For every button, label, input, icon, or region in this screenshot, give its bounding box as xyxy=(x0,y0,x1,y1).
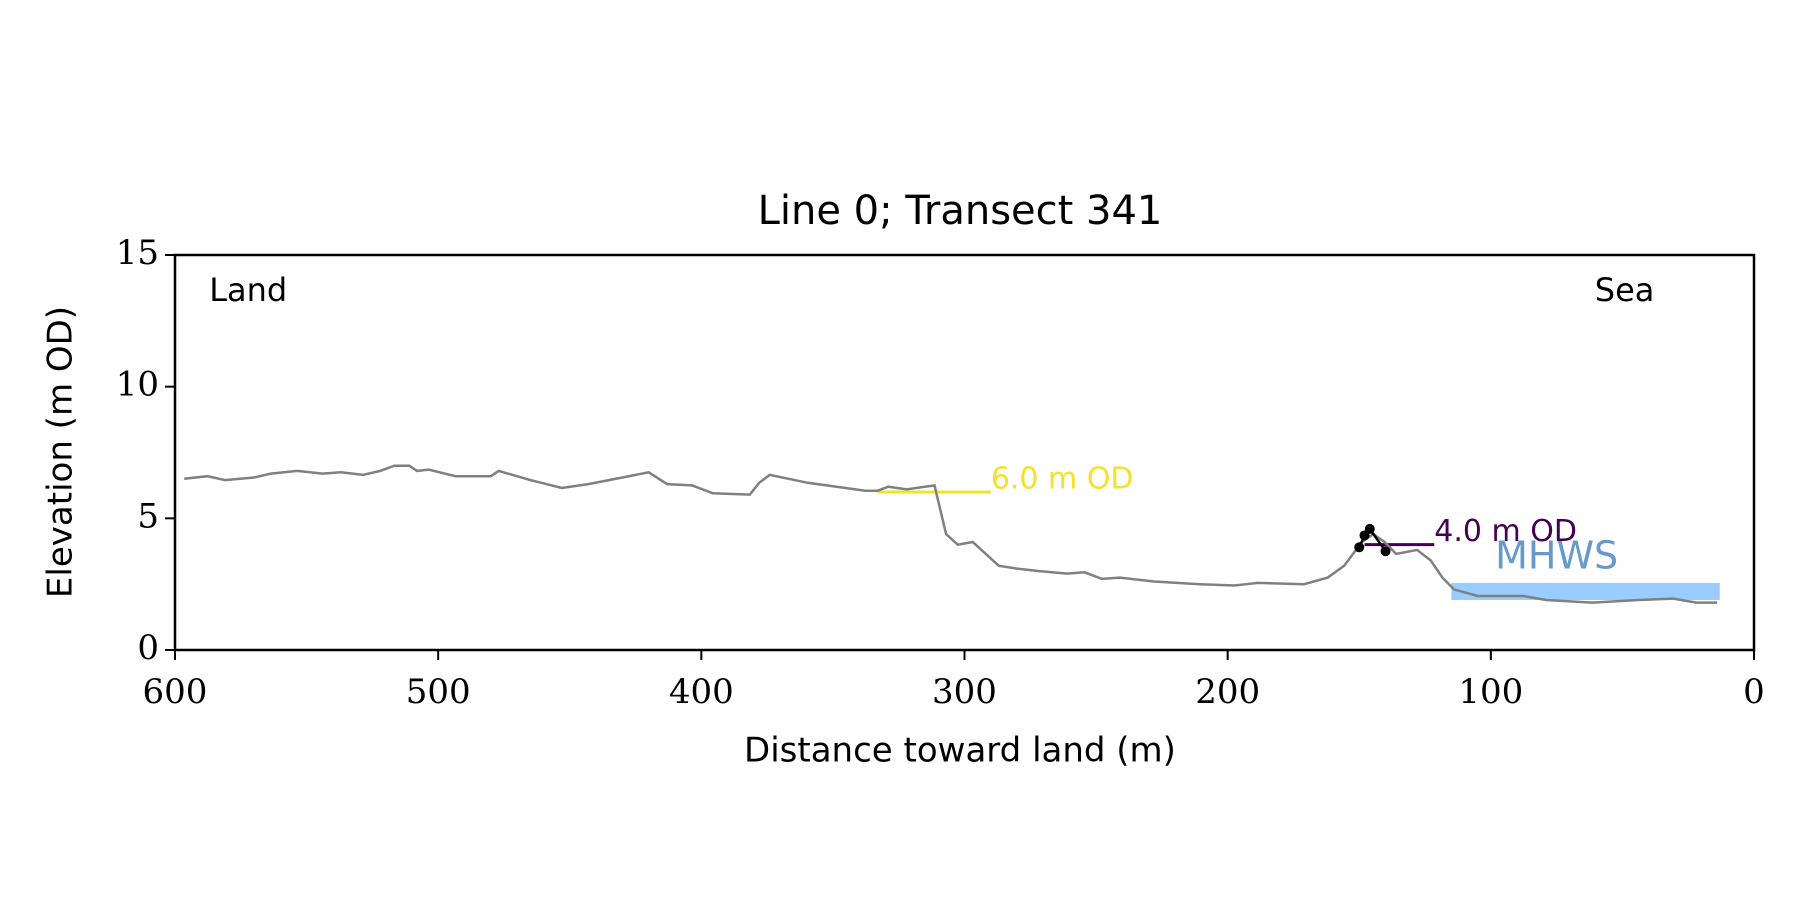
crest-point xyxy=(1380,546,1391,557)
y-axis-label: Elevation (m OD) xyxy=(41,306,81,598)
annotation: Sea xyxy=(1595,271,1655,309)
chart-title: Line 0; Transect 341 xyxy=(758,188,1163,234)
x-tick-label: 300 xyxy=(932,672,997,712)
y-tick-label: 10 xyxy=(116,365,159,405)
crest-point xyxy=(1354,542,1365,553)
mhws-label: MHWS xyxy=(1495,533,1618,577)
y-tick-label: 0 xyxy=(137,628,159,668)
level-label: 6.0 m OD xyxy=(991,462,1134,497)
x-tick-label: 600 xyxy=(143,672,208,712)
annotation: Land xyxy=(209,271,287,309)
x-tick-label: 100 xyxy=(1458,672,1523,712)
y-tick-label: 15 xyxy=(116,233,159,273)
x-tick-label: 0 xyxy=(1743,672,1765,712)
x-tick-label: 200 xyxy=(1195,672,1260,712)
level-label: 4.0 m OD xyxy=(1434,514,1577,549)
y-tick-label: 5 xyxy=(137,496,159,536)
mhws-band xyxy=(1451,582,1720,600)
crest-point xyxy=(1364,523,1375,534)
x-axis-label: Distance toward land (m) xyxy=(744,731,1176,771)
x-tick-label: 400 xyxy=(669,672,734,712)
x-tick-label: 500 xyxy=(406,672,471,712)
profile-line xyxy=(184,464,1718,604)
